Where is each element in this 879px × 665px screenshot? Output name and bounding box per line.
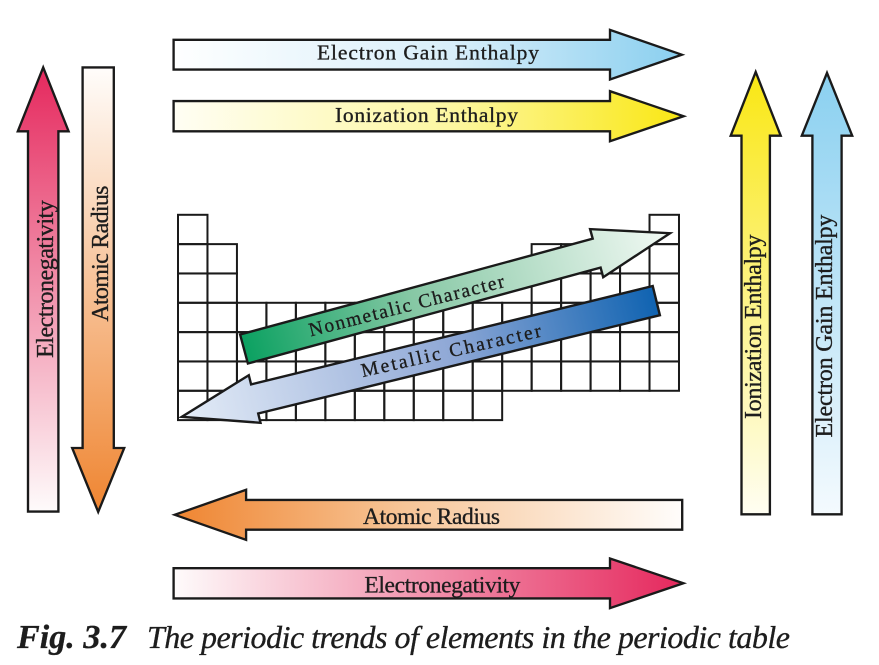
svg-text:The periodic trends of element: The periodic trends of elements in the p…: [147, 619, 790, 655]
svg-text:Ionization Enthalpy: Ionization Enthalpy: [335, 103, 518, 127]
svg-text:Ionization Enthalpy: Ionization Enthalpy: [741, 235, 767, 420]
svg-text:Electron Gain Enthalpy: Electron Gain Enthalpy: [812, 215, 838, 438]
svg-text:Atomic Radius: Atomic Radius: [88, 186, 114, 322]
svg-text:Fig. 3.7: Fig. 3.7: [16, 619, 128, 656]
svg-text:Electronegativity: Electronegativity: [33, 200, 59, 358]
svg-text:Electron Gain Enthalpy: Electron Gain Enthalpy: [317, 41, 539, 65]
svg-text:Atomic Radius: Atomic Radius: [363, 504, 500, 530]
svg-text:Electronegativity: Electronegativity: [364, 573, 520, 599]
